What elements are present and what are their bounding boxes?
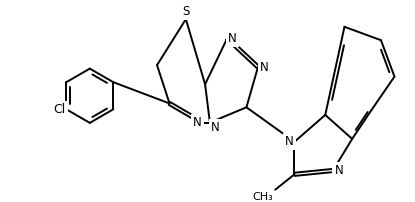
Text: N: N: [334, 164, 343, 177]
Text: Cl: Cl: [53, 103, 66, 116]
Text: N: N: [228, 32, 237, 45]
Text: N: N: [285, 135, 294, 148]
Text: N: N: [193, 116, 201, 129]
Text: N: N: [211, 121, 220, 134]
Text: S: S: [182, 5, 190, 18]
Text: CH₃: CH₃: [252, 192, 273, 202]
Text: N: N: [260, 61, 269, 74]
